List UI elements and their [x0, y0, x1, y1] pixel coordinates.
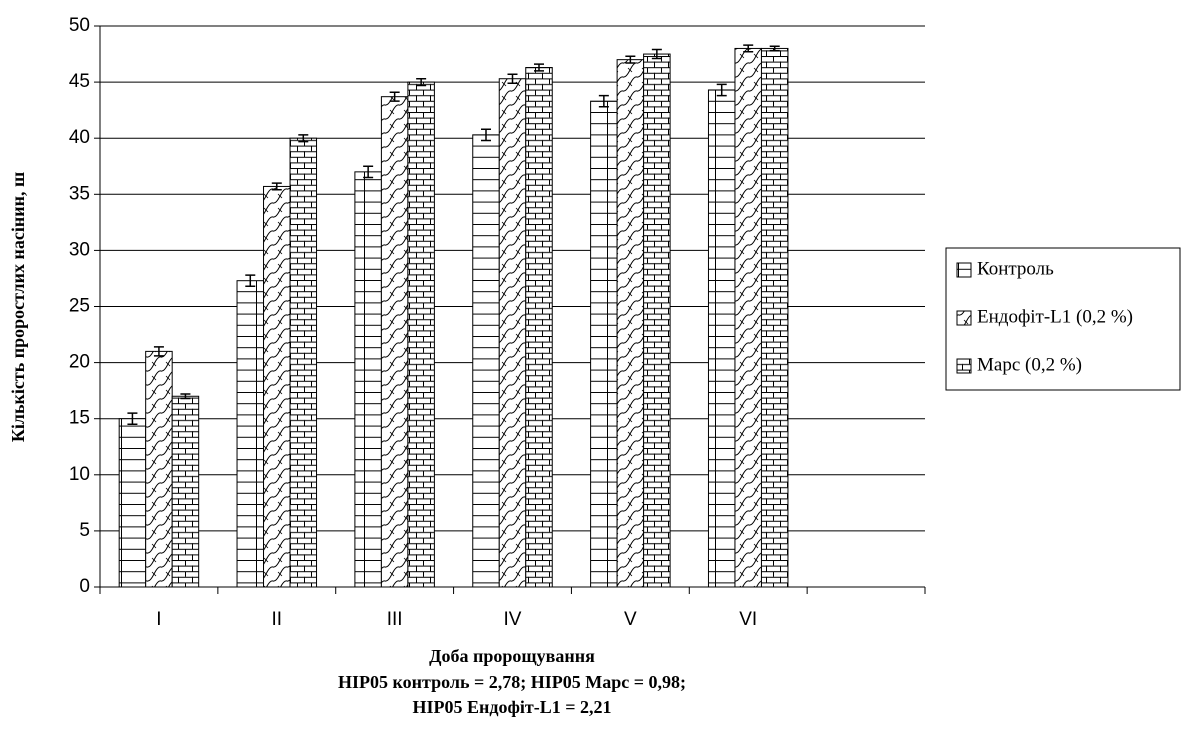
bar: [734, 47, 762, 588]
x-axis-label: Доба пророщування: [429, 646, 595, 666]
legend-label: Контроль: [977, 258, 1054, 279]
bar: [472, 134, 500, 588]
error-bar: [298, 134, 309, 143]
bar: [760, 47, 789, 588]
x-tick-label: II: [272, 609, 283, 630]
bar: [354, 171, 382, 588]
note: НІР05 Ендофіт-L1 = 2,21: [412, 697, 611, 717]
error-bar: [127, 412, 138, 426]
bar: [525, 67, 553, 588]
legend-label: Марс (0,2 %): [977, 354, 1082, 375]
bar: [643, 53, 671, 588]
error-bar: [507, 73, 518, 84]
legend-swatch: [956, 310, 972, 326]
y-tick-label: 15: [69, 408, 90, 429]
error-bar: [389, 91, 400, 102]
y-tick-label: 25: [69, 296, 90, 317]
error-bar: [180, 393, 191, 400]
bar: [118, 418, 147, 588]
bar: [707, 89, 736, 588]
error-bar: [534, 63, 544, 72]
y-tick-label: 30: [69, 239, 90, 260]
y-tick-label: 35: [69, 183, 90, 204]
error-bar: [769, 45, 780, 52]
legend-label: Ендофіт-L1 (0,2 %): [977, 306, 1133, 327]
bar: [263, 185, 291, 588]
bar: [145, 350, 173, 588]
error-bar: [271, 182, 282, 191]
y-tick-label: 50: [69, 15, 90, 36]
error-bar: [651, 48, 662, 60]
error-bar: [363, 165, 374, 179]
bar: [236, 280, 265, 588]
y-tick-label: 20: [69, 352, 90, 373]
error-bar: [716, 83, 727, 97]
bar: [616, 59, 645, 588]
bar: [289, 137, 318, 588]
legend-swatch: [956, 358, 972, 374]
x-tick-label: IV: [504, 609, 522, 630]
y-tick-label: 40: [69, 127, 90, 148]
x-tick-label: III: [387, 609, 403, 630]
legend-swatch: [956, 262, 972, 278]
x-tick-label: V: [624, 609, 637, 630]
y-tick-label: 0: [79, 576, 90, 597]
error-bar: [416, 77, 427, 87]
error-bar: [743, 44, 754, 53]
error-bar: [625, 55, 636, 64]
bar: [407, 81, 435, 588]
y-tick-label: 5: [79, 520, 90, 541]
bar: [171, 395, 200, 588]
bar: [380, 96, 409, 588]
note: НІР05 контроль = 2,78; НІР05 Марс = 0,98…: [338, 672, 686, 692]
legend: [945, 247, 1181, 391]
bar: [498, 78, 527, 588]
x-tick-label: I: [156, 609, 161, 630]
y-axis-label: Кількість проростлих насінин, ш: [8, 172, 28, 442]
error-bar: [153, 346, 164, 357]
error-bar: [481, 128, 491, 142]
y-tick-label: 45: [69, 71, 90, 92]
y-tick-label: 10: [69, 464, 90, 485]
bar: [590, 100, 618, 588]
x-tick-label: VI: [739, 609, 757, 630]
error-bar: [598, 94, 609, 108]
error-bar: [245, 274, 256, 288]
